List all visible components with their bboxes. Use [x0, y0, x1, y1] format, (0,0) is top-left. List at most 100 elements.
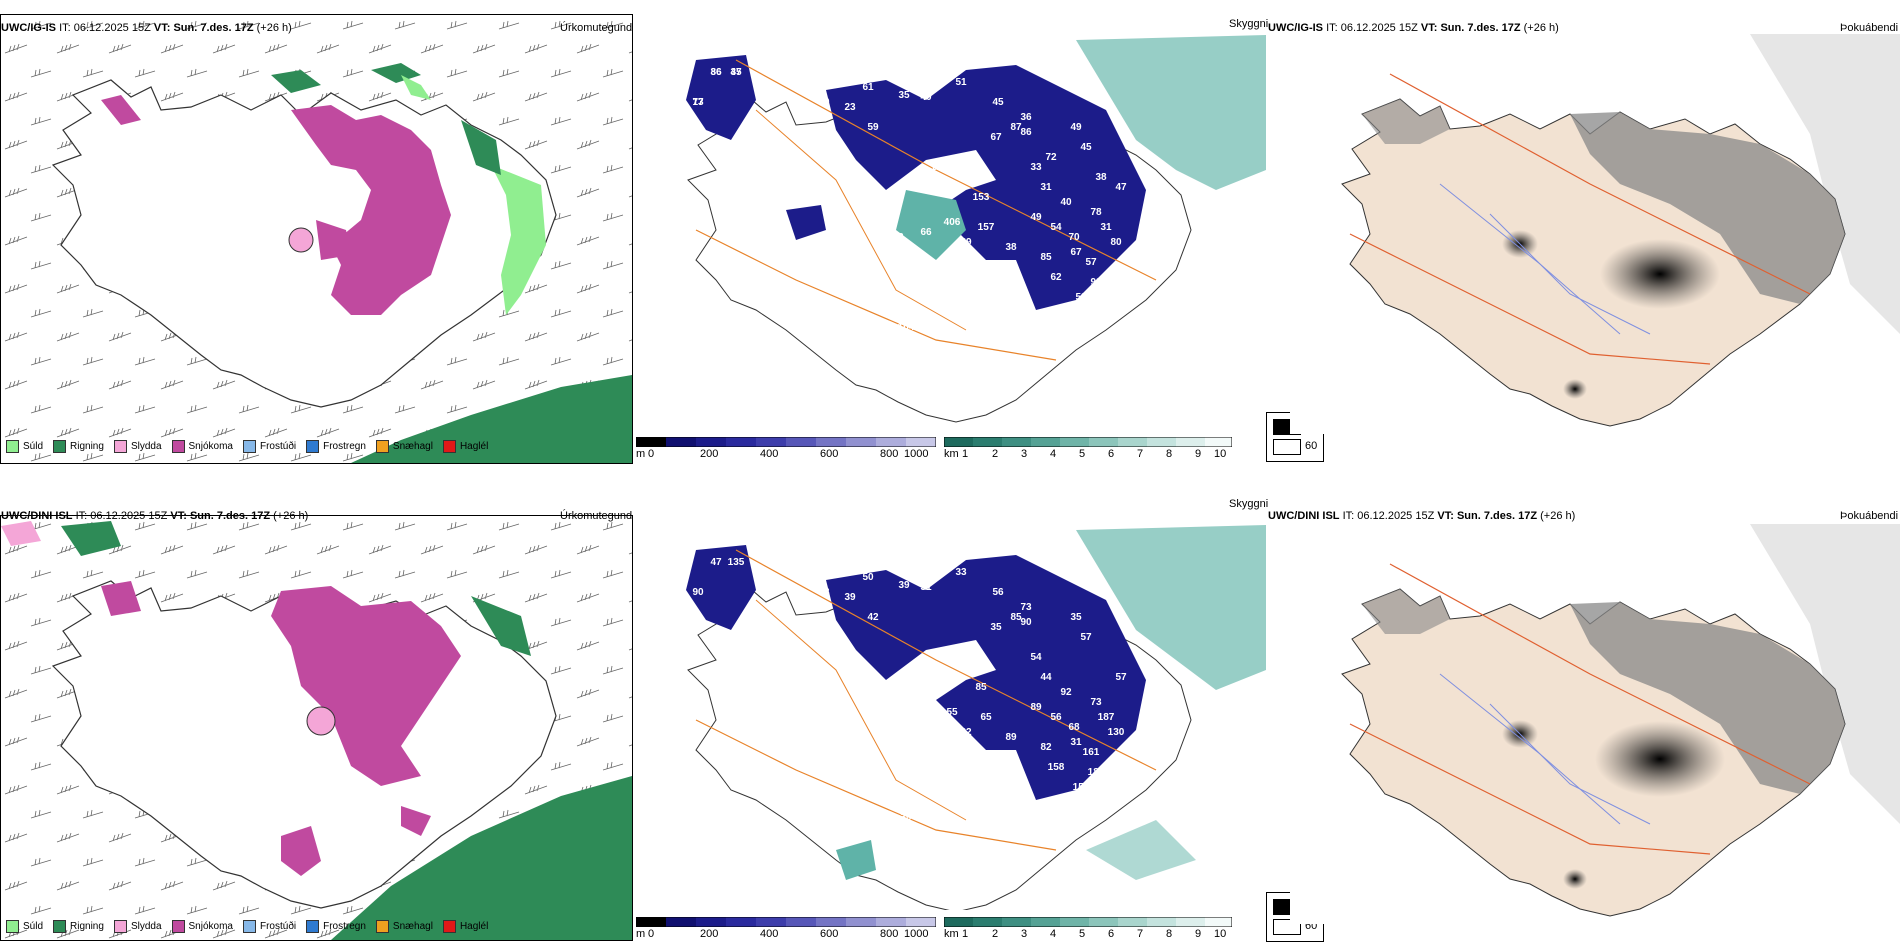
cloud-base-value-label: 62	[960, 727, 972, 738]
fog-title: Þokuábendi	[1840, 510, 1899, 522]
cloud-base-value-label: 104	[898, 322, 915, 333]
cloud-base-value-label: 73	[1020, 602, 1032, 613]
fog-map-svg	[1341, 524, 1900, 917]
cloud-base-value-label: 157	[978, 222, 995, 233]
cloud-map-row1[interactable]: 35 86 45 73 71 10 23 61 59 35 40 51 67 45 36 87 86 33 31 49…	[636, 30, 1266, 430]
cloud-base-value-label: 54	[1050, 222, 1062, 233]
cloud-base-value-label: 44	[1040, 672, 1052, 683]
visibility-bar-svg	[944, 917, 1232, 927]
cloud-base-value-label: 71	[735, 132, 747, 143]
header-row2: UWC/DINI ISL IT: 06.12.2025 15Z VT: Sun.…	[1, 510, 309, 522]
visibility-colorbar	[944, 437, 1232, 447]
cloud-base-value-label: 40	[1060, 197, 1072, 208]
cloud-base-value-label: 30	[900, 812, 912, 823]
header-row1-fog: UWC/IG-IS IT: 06.12.2025 15Z VT: Sun. 7.…	[1268, 22, 1559, 34]
legend-item: Rigning	[53, 440, 104, 453]
cloud-base-value-label: 67	[990, 132, 1002, 143]
it-value: 06.12.2025 15Z	[73, 22, 151, 34]
cloud-base-value-label: 99	[1090, 277, 1102, 288]
cloud-base-bar-svg	[636, 437, 936, 447]
cloud-base-value-label: 90	[1020, 617, 1032, 628]
cloud-base-value-label: 135	[728, 557, 745, 568]
cloud-base-value-label: 89	[960, 237, 972, 248]
cloud-base-value-label: 53	[702, 537, 714, 548]
cloud-base-value-label: 89	[1005, 732, 1017, 743]
cloud-base-value-label: 85	[1010, 612, 1022, 623]
cloud-base-value-label: 57	[702, 47, 714, 58]
cloud-base-value-label: 70	[1068, 232, 1080, 243]
cloud-base-value-label: 73	[692, 97, 704, 108]
cloud-base-colorbar	[636, 437, 936, 447]
cloud-base-value-label: 85	[975, 682, 987, 693]
legend-item: Frostregn	[306, 920, 366, 933]
fog-map-row1[interactable]	[1290, 34, 1900, 434]
cloud-base-value-label: 31	[1040, 182, 1052, 193]
cloud-base-value-label: 23	[844, 102, 856, 113]
legend-item: Snjókoma	[171, 920, 233, 933]
cloud-base-value-label: 90	[1100, 302, 1112, 313]
cloud-title: Skyggni	[1229, 498, 1269, 510]
cloud-base-value-label: 87	[1010, 122, 1022, 133]
legend-item: Slydda	[113, 920, 162, 933]
cloud-title: Skyggni	[1229, 18, 1269, 30]
cloud-base-value-label: 68	[1068, 722, 1080, 733]
cloud-base-value-label: 189	[1088, 767, 1105, 778]
cloud-base-value-label: 36	[710, 67, 722, 78]
cloud-base-value-label: 85	[1040, 252, 1052, 263]
cloud-base-value-label: 406	[944, 217, 961, 228]
legend-item: Snæhagl	[375, 920, 433, 933]
cloud-base-colorbar	[636, 917, 936, 927]
precip-map-row2[interactable]	[0, 515, 633, 941]
precip-map-svg	[1, 15, 632, 463]
cloud-base-value-label: 39	[898, 580, 910, 591]
cloud-base-value-label: 65	[980, 712, 992, 723]
cloud-base-value-label: 49	[1070, 122, 1082, 133]
fog-map-row2[interactable]	[1290, 524, 1900, 924]
cloud-base-value-label: 35	[702, 47, 714, 58]
lead-time: (+26 h)	[256, 22, 292, 34]
cloud-base-value-label: 158	[1048, 762, 1065, 773]
precip-map-svg	[1, 516, 632, 940]
vt-label: VT:	[153, 22, 171, 34]
cloud-base-value-label: 45	[992, 97, 1004, 108]
cloud-base-value-label: 55	[920, 717, 932, 728]
cloud-base-value-label: 57	[1080, 632, 1092, 643]
visibility-bar-svg	[944, 437, 1232, 447]
cloud-base-value-label: 61	[862, 82, 874, 93]
cloud-base-value-label: 51	[955, 77, 967, 88]
cloud-base-value-label: 67	[1070, 247, 1082, 258]
fog-title: Þokuábendi	[1840, 22, 1899, 34]
legend-item: Rigning	[53, 920, 104, 933]
cloud-base-value-label: 86	[1020, 127, 1032, 138]
row-1: UWC/IG-IS IT: 06.12.2025 15Z VT: Sun. 7.…	[0, 14, 1900, 464]
vt-value: Sun. 7.des. 17Z	[173, 22, 254, 34]
legend-item: Súld	[6, 920, 43, 933]
cloud-map-row2[interactable]: 53 47 135 90 72 73 39 50 42 39 31 33 35 56 73 85 90 54 44 3…	[636, 520, 1266, 910]
legend-item: Snæhagl	[375, 440, 433, 453]
legend-item: Snjókoma	[171, 440, 233, 453]
cloud-base-value-label: 73	[818, 587, 830, 598]
cloud-base-value-label: 54	[1030, 652, 1042, 663]
cloud-base-value-label: 35	[990, 622, 1002, 633]
legend-item: Haglél	[442, 920, 488, 933]
cloud-base-value-label: 62	[1050, 272, 1062, 283]
cloud-base-value-label: 39	[844, 592, 856, 603]
cloud-base-value-label: 59	[867, 122, 879, 133]
cloud-base-value-label: 90	[692, 587, 704, 598]
cloud-base-value-label: 56	[992, 587, 1004, 598]
cloud-base-value-label: 35	[898, 90, 910, 101]
cloud-base-value-label: 59	[1075, 292, 1087, 303]
legend-item: Frostregn	[306, 440, 366, 453]
cloud-base-value-label: 126	[958, 752, 975, 763]
cloud-base-value-label: 38	[1005, 242, 1017, 253]
precip-map-row1[interactable]	[0, 14, 633, 464]
cloud-base-value-label: 49	[1030, 212, 1042, 223]
cloud-base-value-label: 36	[1020, 112, 1032, 123]
cloud-base-value-label: 66	[920, 227, 932, 238]
cloud-base-value-label: 35	[1070, 612, 1082, 623]
cloud-base-value-label: 50	[862, 572, 874, 583]
cloud-base-value-label: 38	[1095, 172, 1107, 183]
